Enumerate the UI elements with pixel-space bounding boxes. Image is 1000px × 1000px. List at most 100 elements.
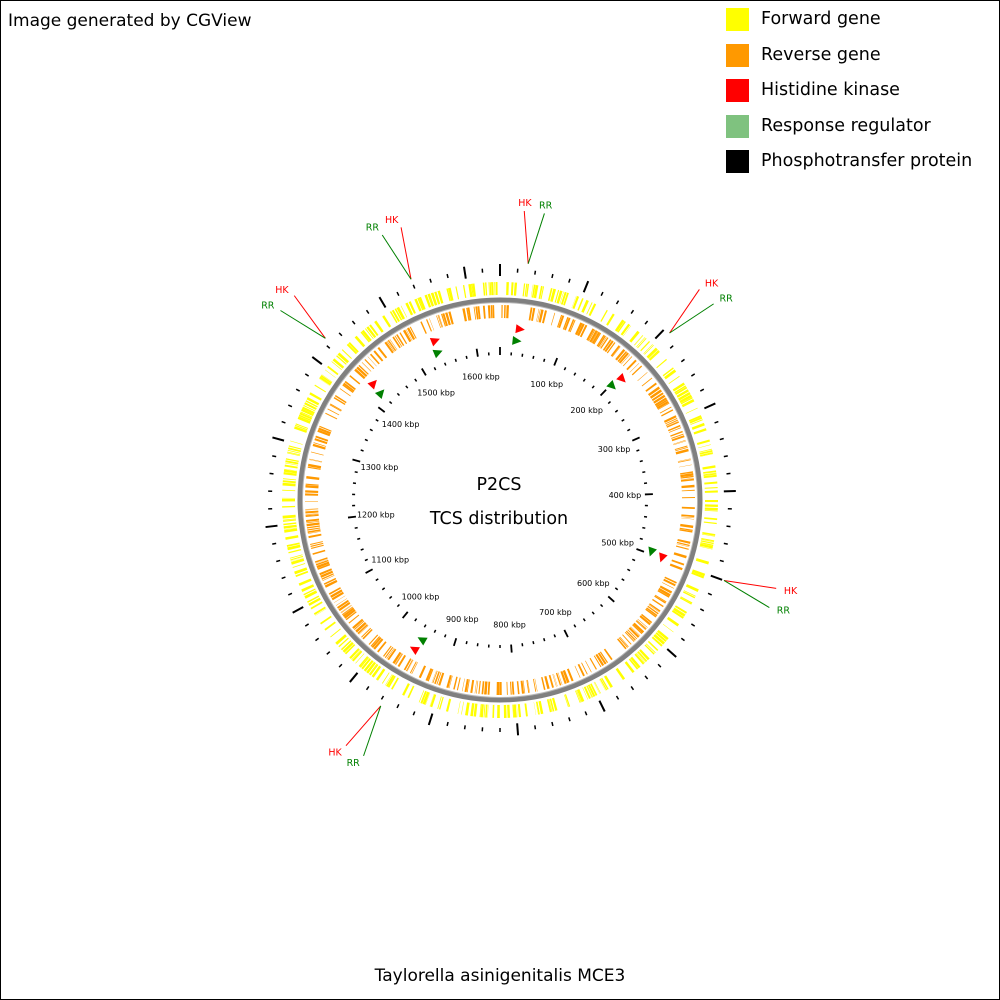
inner-minor-tick (360, 449, 364, 452)
organism-name: Taylorella asinigenitalis MCE3 (374, 966, 626, 986)
inner-minor-tick (364, 438, 368, 442)
reverse-gene (552, 674, 557, 687)
backbone-ring (297, 297, 703, 703)
rr-label: RR (720, 293, 734, 304)
forward-gene (614, 319, 625, 332)
forward-gene (678, 392, 691, 401)
forward-gene (285, 458, 299, 462)
forward-gene (698, 444, 711, 449)
forward-gene (487, 704, 489, 718)
reverse-gene (466, 679, 470, 693)
forward-gene (601, 677, 609, 690)
reverse-gene (436, 672, 442, 685)
forward-gene (394, 308, 403, 321)
reverse-gene (321, 573, 334, 580)
forward-gene (581, 299, 589, 313)
outer-minor-tick (295, 388, 301, 392)
forward-gene (702, 533, 715, 537)
hk-callout-line (723, 579, 777, 589)
kbp-label: 300 kbp (598, 445, 631, 454)
forward-gene (675, 386, 688, 395)
reverse-gene (528, 307, 533, 321)
reverse-gene (522, 680, 526, 694)
forward-gene (338, 637, 349, 648)
forward-gene (425, 692, 431, 705)
outer-minor-tick (272, 542, 277, 545)
outer-minor-tick (719, 559, 724, 563)
reverse-gene (677, 458, 691, 462)
forward-gene (630, 656, 641, 669)
forward-gene (637, 338, 647, 349)
inner-minor-tick (375, 578, 379, 582)
reverse-gene (631, 365, 643, 376)
kbp-label: 1400 kbp (382, 420, 420, 429)
forward-gene (304, 402, 317, 410)
kbp-label: 1300 kbp (361, 463, 399, 472)
forward-gene (494, 282, 496, 296)
forward-gene (615, 667, 626, 681)
reverse-gene (666, 420, 679, 427)
forward-gene (282, 489, 296, 492)
reverse-gene (496, 681, 500, 695)
reverse-gene (320, 570, 334, 578)
forward-gene (331, 361, 342, 371)
reverse-gene (520, 680, 525, 694)
kbp-label: 700 kbp (539, 608, 572, 617)
reverse-gene (654, 397, 667, 406)
reverse-gene (663, 578, 676, 587)
forward-gene (283, 527, 297, 530)
forward-gene (302, 406, 315, 415)
forward-gene (327, 365, 339, 376)
histidine-kinase-marker (515, 324, 525, 334)
outer-minor-tick (446, 273, 449, 279)
forward-gene (282, 498, 296, 502)
inner-minor-tick (414, 618, 418, 622)
legend-label: Histidine kinase (761, 80, 900, 100)
reverse-gene (345, 611, 357, 621)
outer-major-tick (462, 266, 467, 279)
inner-major-tick (401, 611, 409, 619)
forward-gene (288, 549, 302, 554)
forward-gene (648, 350, 659, 360)
reverse-gene (484, 681, 488, 695)
reverse-gene (597, 652, 607, 665)
rr-label: RR (261, 300, 275, 311)
reverse-gene (659, 406, 672, 414)
outer-minor-tick (669, 345, 674, 349)
reverse-gene (361, 627, 372, 638)
forward-gene (560, 291, 567, 305)
reverse-gene (537, 309, 541, 322)
outer-minor-tick (568, 278, 571, 283)
outer-minor-tick (351, 320, 356, 325)
outer-minor-tick (723, 542, 728, 545)
forward-gene (531, 284, 536, 298)
reverse-gene (649, 389, 663, 399)
forward-gene (526, 283, 530, 297)
forward-gene (572, 296, 580, 309)
forward-gene (330, 628, 341, 638)
reverse-gene (316, 561, 330, 569)
reverse-gene (536, 308, 540, 322)
forward-gene (336, 355, 347, 365)
forward-gene (704, 517, 718, 521)
reverse-gene (492, 305, 495, 319)
forward-gene (599, 678, 608, 691)
outer-minor-tick (281, 420, 286, 424)
reverse-gene (341, 605, 352, 614)
forward-gene (513, 282, 518, 296)
forward-gene (656, 358, 667, 369)
reverse-gene (305, 510, 319, 514)
reverse-gene (585, 660, 592, 673)
reverse-gene (602, 339, 612, 351)
reverse-gene (675, 446, 688, 452)
forward-gene (538, 700, 544, 715)
forward-gene (422, 691, 430, 705)
legend-swatch (726, 79, 749, 102)
forward-gene (700, 542, 714, 547)
reverse-gene (645, 382, 657, 392)
forward-gene (429, 694, 435, 707)
forward-gene-track (282, 282, 718, 718)
reverse-gene (506, 305, 509, 319)
forward-gene (455, 286, 460, 300)
